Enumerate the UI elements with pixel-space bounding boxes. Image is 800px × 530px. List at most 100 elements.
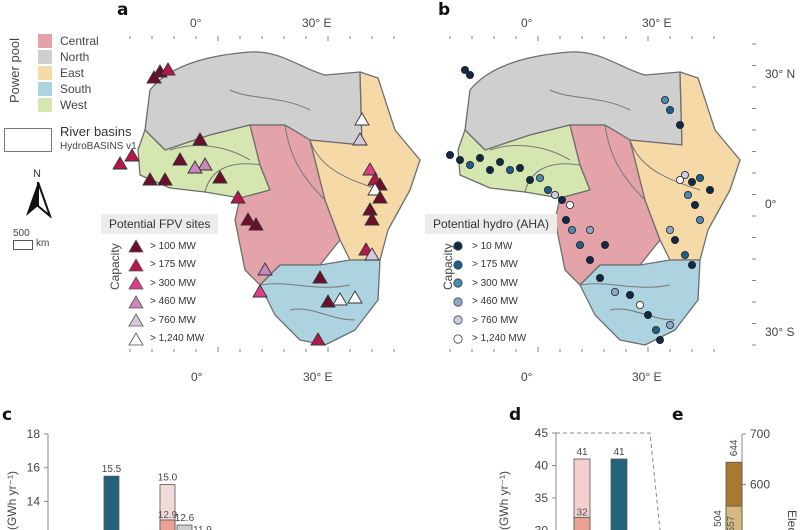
capacity-class-item: > 760 MW bbox=[128, 312, 196, 328]
fpv-site-marker bbox=[157, 172, 173, 186]
map-b-top-lon30: 30° E bbox=[642, 16, 672, 30]
circle-marker-icon bbox=[453, 333, 463, 344]
y-tick-label: 40 bbox=[535, 459, 549, 473]
fpv-site-marker bbox=[240, 212, 256, 226]
hydro-site-marker bbox=[496, 157, 505, 166]
capacity-class-label: > 460 MW bbox=[472, 296, 518, 307]
capacity-class-item: > 1,240 MW bbox=[450, 331, 526, 347]
scale-bar-value: 500 bbox=[13, 228, 30, 239]
river-basin-boundary bbox=[579, 283, 671, 288]
bar bbox=[176, 524, 193, 530]
map-a-legend-title: Potential FPV sites bbox=[101, 214, 219, 234]
fpv-site-marker bbox=[252, 284, 268, 298]
y-tick-label: 14 bbox=[27, 494, 41, 508]
panel-c-letter: c bbox=[2, 405, 13, 425]
hydro-site-marker bbox=[600, 240, 609, 249]
power-pool-item-central: Central bbox=[38, 33, 99, 49]
capacity-class-item: > 1,240 MW bbox=[128, 331, 204, 347]
bar-value-label: 644 bbox=[729, 439, 740, 456]
y-axis-label: (GWh yr⁻¹) bbox=[497, 471, 511, 530]
fpv-site-marker bbox=[364, 247, 380, 261]
hydro-site-marker bbox=[610, 287, 619, 296]
capacity-class-label: > 300 MW bbox=[472, 277, 518, 289]
hydro-site-marker bbox=[567, 225, 576, 234]
capacity-class-item: > 460 MW bbox=[128, 294, 196, 310]
power-pool-label: Central bbox=[60, 34, 99, 48]
lat-30n-label: 30° N bbox=[765, 67, 796, 81]
bar-value-label: 12.6 bbox=[175, 513, 195, 524]
lat-30s-label: 30° S bbox=[765, 325, 795, 339]
map-b-legend-title: Potential hydro (AHA) bbox=[425, 214, 558, 234]
power-pool-label: West bbox=[60, 98, 88, 112]
map-a-bottom-lon0: 0° bbox=[191, 370, 203, 384]
capacity-class-label: > 300 MW bbox=[150, 277, 196, 289]
triangle-marker-icon bbox=[128, 313, 144, 327]
scale-bar bbox=[13, 240, 33, 250]
hydro-site-marker bbox=[665, 320, 674, 329]
hydro-site-marker bbox=[551, 190, 560, 199]
hydro-site-marker bbox=[561, 215, 570, 224]
hydro-site-marker bbox=[687, 177, 696, 186]
triangle-marker-icon bbox=[128, 276, 144, 290]
power-pool-item-south: South bbox=[38, 81, 91, 97]
river-basin-boundary bbox=[629, 139, 701, 191]
fpv-site-marker bbox=[197, 157, 213, 171]
fpv-site-marker bbox=[248, 217, 264, 231]
power-pool-swatch bbox=[38, 66, 52, 80]
bar bbox=[610, 458, 628, 530]
y-tick-label: 500 bbox=[750, 528, 770, 530]
river-basin-boundary bbox=[229, 89, 311, 111]
hydro-site-marker bbox=[486, 165, 495, 174]
capacity-class-label: > 100 MW bbox=[150, 240, 196, 252]
capacity-class-item: > 760 MW bbox=[450, 312, 518, 328]
fpv-site-marker bbox=[192, 132, 208, 146]
panel-a-letter: a bbox=[117, 0, 129, 20]
hydro-site-marker bbox=[687, 260, 696, 269]
bar-stack-label: 12.9 bbox=[158, 510, 178, 521]
power-pool-swatch bbox=[38, 98, 52, 112]
capacity-class-item: > 300 MW bbox=[450, 275, 518, 291]
y-axis-label: Electrici bbox=[785, 510, 799, 530]
hydro-site-marker bbox=[683, 190, 692, 199]
power-pool-item-east: East bbox=[38, 65, 84, 81]
river-basin-boundary bbox=[609, 308, 676, 321]
capacity-class-label: > 1,240 MW bbox=[472, 333, 527, 344]
hydro-site-marker bbox=[565, 200, 574, 209]
hydro-site-marker bbox=[466, 160, 475, 169]
hydro-site-marker bbox=[536, 173, 545, 182]
bar bbox=[573, 458, 591, 530]
map-a-top-lon0: 0° bbox=[190, 16, 202, 30]
fpv-site-marker bbox=[172, 152, 188, 166]
hydro-site-marker bbox=[575, 240, 584, 249]
y-tick-label: 12 bbox=[27, 528, 41, 530]
river-basin-boundary bbox=[604, 124, 646, 201]
bar-stack-lower bbox=[573, 517, 591, 530]
hydro-site-marker bbox=[655, 335, 664, 344]
capacity-class-label: > 1,240 MW bbox=[150, 333, 205, 344]
capacity-class-label: > 175 MW bbox=[150, 259, 196, 270]
map-a-fpv-sites bbox=[112, 36, 421, 352]
y-tick-label: 600 bbox=[750, 477, 770, 491]
capacity-class-item: > 175 MW bbox=[128, 257, 196, 273]
power-pool-swatch bbox=[38, 34, 52, 48]
power-pool-item-west: West bbox=[38, 97, 87, 113]
fpv-site-marker bbox=[146, 70, 162, 84]
river-basin-boundary bbox=[259, 283, 351, 288]
north-arrow-icon bbox=[26, 182, 52, 218]
triangle-marker-icon bbox=[128, 257, 144, 271]
river-basin-boundary bbox=[489, 144, 571, 161]
hydro-site-marker bbox=[526, 175, 535, 184]
hydro-site-marker bbox=[585, 225, 594, 234]
capacity-class-item: > 300 MW bbox=[128, 275, 196, 291]
power-pool-label: East bbox=[60, 66, 85, 80]
capacity-class-label: > 760 MW bbox=[472, 314, 518, 326]
y-tick-label: 35 bbox=[535, 491, 549, 505]
triangle-marker-icon bbox=[128, 294, 144, 308]
y-axis-label: (GWh yr⁻¹) bbox=[5, 471, 19, 530]
bar-stack-label: 32 bbox=[576, 508, 588, 519]
capacity-class-label: > 175 MW bbox=[472, 259, 518, 270]
hydro-site-marker bbox=[670, 235, 679, 244]
hydro-site-marker bbox=[675, 175, 684, 184]
power-pool-item-north: North bbox=[38, 49, 89, 65]
hydro-site-marker bbox=[476, 154, 485, 163]
